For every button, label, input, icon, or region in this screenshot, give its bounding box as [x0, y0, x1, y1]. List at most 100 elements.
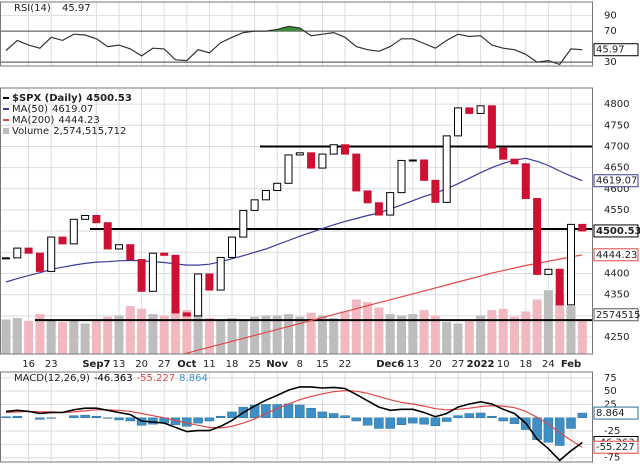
candle	[442, 135, 451, 203]
volume-bar	[566, 306, 576, 354]
y-tick-label: 75	[604, 373, 617, 384]
candle	[533, 198, 542, 275]
histogram-bar	[543, 417, 554, 443]
rsi-line	[5, 25, 583, 66]
volume-bar	[182, 310, 192, 354]
candle	[261, 190, 270, 201]
volume-bar	[476, 315, 486, 354]
volume-bar	[498, 308, 508, 354]
legend-entry: $SPX (Daily) 4500.53	[12, 93, 132, 104]
value-label: 4619.07	[596, 176, 637, 187]
legend-name: RSI(14)	[14, 3, 51, 14]
histogram-bar	[351, 417, 362, 422]
volume-bar	[193, 314, 203, 354]
candle	[567, 223, 575, 306]
volume-bar	[216, 319, 226, 354]
histogram-bar	[419, 417, 429, 425]
price-plot	[1, 105, 592, 354]
candle	[250, 199, 259, 211]
x-tick-label: Feb	[561, 359, 581, 370]
candle	[103, 222, 112, 250]
candle	[69, 218, 78, 245]
value-label: -55.227	[596, 442, 635, 453]
histogram-bar	[35, 417, 45, 420]
histogram-bar	[430, 417, 441, 427]
volume-bar	[521, 311, 531, 354]
candle	[295, 152, 304, 156]
candle	[92, 214, 101, 224]
histogram-bar	[328, 413, 339, 419]
value-label: 45.97	[596, 45, 625, 56]
y-tick-label: -25	[604, 426, 620, 437]
x-tick-label: 20	[135, 359, 148, 370]
x-tick-label: 8	[297, 359, 303, 370]
candle	[126, 244, 135, 261]
candle	[397, 159, 406, 194]
legend-swatch	[3, 97, 9, 99]
histogram-bar	[340, 415, 350, 419]
panel-frame	[0, 371, 593, 463]
x-tick-label: 11	[203, 359, 216, 370]
candle	[420, 159, 429, 181]
candle	[578, 223, 587, 232]
candle	[521, 163, 530, 200]
volume-bar	[351, 299, 361, 354]
y-tick-label: 90	[604, 11, 617, 22]
candle	[487, 105, 496, 149]
volume-bar	[46, 319, 56, 354]
volume-bar	[261, 315, 271, 354]
volume-bar	[114, 315, 124, 354]
x-tick-label: Dec6	[376, 359, 404, 370]
candle	[13, 247, 22, 259]
y-tick-label: 4800	[604, 99, 629, 110]
x-tick-label: 16	[22, 359, 35, 370]
volume-bar	[363, 302, 373, 354]
candle	[148, 252, 157, 292]
candle	[555, 268, 564, 306]
volume-bar	[295, 316, 305, 354]
legend-value: 4619.07	[52, 104, 93, 115]
value-label: 4444.23	[596, 250, 637, 261]
y-tick-label: 4650	[604, 163, 629, 174]
x-tick-label: Oct	[177, 359, 196, 370]
legend-entry: Volume 2,574,515,712	[12, 126, 126, 137]
histogram-bar	[475, 412, 486, 419]
histogram-bar	[362, 417, 373, 426]
x-tick-label: 22	[339, 359, 352, 370]
histogram-bar	[1, 416, 11, 419]
candle	[408, 159, 417, 162]
candle	[81, 214, 90, 220]
candle	[160, 252, 169, 256]
candle	[115, 244, 123, 250]
x-tick-label: 25	[248, 359, 261, 370]
histogram-bar	[215, 415, 226, 419]
candle	[273, 182, 282, 192]
candle	[386, 192, 395, 216]
volume-bar	[12, 318, 22, 354]
value-label-box	[593, 248, 639, 262]
legend-entry: MA(50) 4619.07	[12, 104, 93, 115]
x-tick-label: 20	[429, 359, 442, 370]
value-label-box	[593, 174, 639, 188]
y-tick-label: 30	[604, 57, 617, 68]
volume-bar	[408, 314, 418, 354]
histogram-bar	[385, 417, 395, 429]
y-tick-label: 4600	[604, 184, 629, 195]
value-label-box	[593, 224, 639, 238]
x-tick-label: 15	[316, 359, 329, 370]
value-label-box	[593, 43, 639, 57]
histogram-bar	[283, 403, 294, 419]
candle	[47, 236, 56, 272]
candle	[363, 190, 372, 204]
volume-bar	[543, 290, 553, 354]
legend-value: 2,574,515,712	[53, 126, 126, 137]
candle	[2, 257, 10, 260]
volume-bar	[148, 314, 158, 354]
volume-bar	[272, 315, 282, 354]
histogram-bar	[487, 415, 497, 419]
panel-background	[0, 2, 592, 66]
x-tick-label: 13	[113, 359, 126, 370]
candle	[137, 259, 146, 292]
legend-name: MA(50)	[12, 104, 48, 115]
